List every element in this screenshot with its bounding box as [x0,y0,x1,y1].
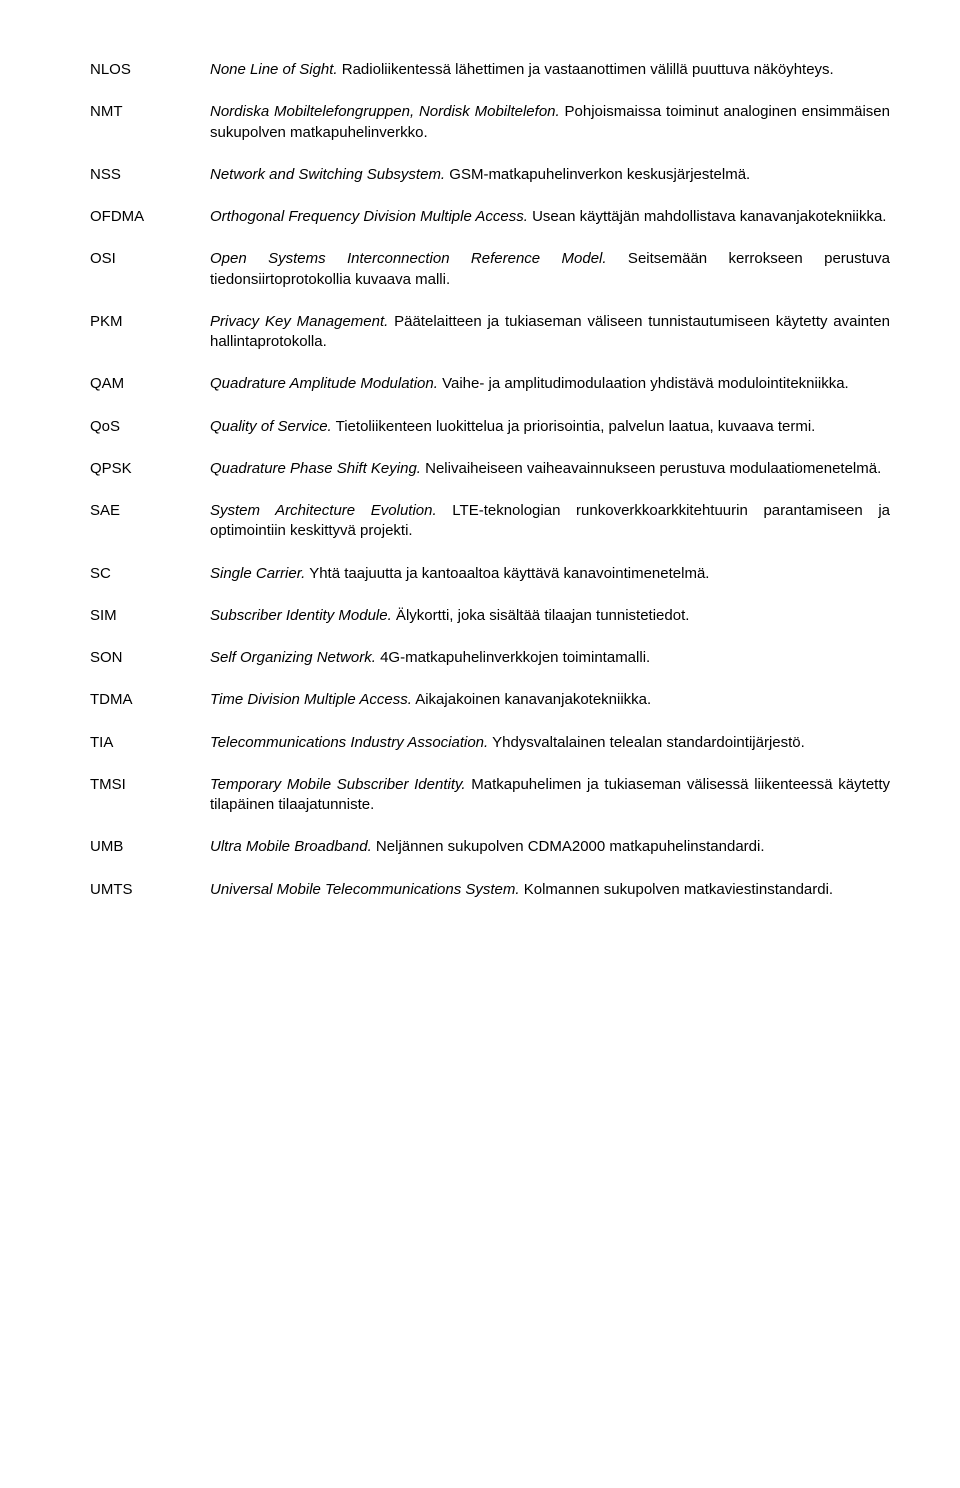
term-text: Network and Switching Subsystem. [210,166,445,183]
term-text: Privacy Key Management. [210,313,388,330]
abbr-label: SON [90,648,210,668]
glossary-row: TDMATime Division Multiple Access. Aikaj… [90,690,890,710]
definition-text: Subscriber Identity Module. Älykortti, j… [210,606,890,626]
definition-text: Privacy Key Management. Päätelaitteen ja… [210,312,890,353]
desc-text: Yhtä taajuutta ja kantoaaltoa käyttävä k… [305,565,709,582]
term-text: Universal Mobile Telecommunications Syst… [210,881,520,898]
glossary-row: NMTNordiska Mobiltelefongruppen, Nordisk… [90,102,890,143]
abbr-label: TDMA [90,690,210,710]
term-text: Telecommunications Industry Association. [210,734,488,751]
abbr-label: NMT [90,102,210,122]
definition-text: Ultra Mobile Broadband. Neljännen sukupo… [210,837,890,857]
definition-text: System Architecture Evolution. LTE-tekno… [210,501,890,542]
term-text: Single Carrier. [210,565,305,582]
glossary-row: OSIOpen Systems Interconnection Referenc… [90,249,890,290]
definition-text: Telecommunications Industry Association.… [210,733,890,753]
glossary-row: TIATelecommunications Industry Associati… [90,733,890,753]
glossary-row: UMBUltra Mobile Broadband. Neljännen suk… [90,837,890,857]
abbr-label: TMSI [90,775,210,795]
abbr-label: OFDMA [90,207,210,227]
desc-text: Radioliikentessä lähettimen ja vastaanot… [338,61,834,78]
term-text: Subscriber Identity Module. [210,607,392,624]
term-text: Orthogonal Frequency Division Multiple A… [210,208,528,225]
abbr-label: QoS [90,417,210,437]
abbr-label: NSS [90,165,210,185]
definition-text: Universal Mobile Telecommunications Syst… [210,880,890,900]
desc-text: Aikajakoinen kanavanjakotekniikka. [412,691,651,708]
glossary-row: QPSKQuadrature Phase Shift Keying. Neliv… [90,459,890,479]
term-text: Quadrature Phase Shift Keying. [210,460,421,477]
desc-text: Kolmannen sukupolven matkaviestinstandar… [520,881,834,898]
term-text: Time Division Multiple Access. [210,691,412,708]
glossary-row: NLOSNone Line of Sight. Radioliikentessä… [90,60,890,80]
definition-text: Network and Switching Subsystem. GSM-mat… [210,165,890,185]
glossary-row: QAMQuadrature Amplitude Modulation. Vaih… [90,374,890,394]
term-text: Temporary Mobile Subscriber Identity. [210,776,466,793]
abbr-label: OSI [90,249,210,269]
desc-text: Vaihe- ja amplitudimodulaation yhdistävä… [438,375,849,392]
abbr-label: SC [90,564,210,584]
definition-text: Nordiska Mobiltelefongruppen, Nordisk Mo… [210,102,890,143]
glossary-list: NLOSNone Line of Sight. Radioliikentessä… [90,60,890,900]
glossary-row: SIMSubscriber Identity Module. Älykortti… [90,606,890,626]
abbr-label: PKM [90,312,210,332]
glossary-row: QoSQuality of Service. Tietoliikenteen l… [90,417,890,437]
definition-text: Time Division Multiple Access. Aikajakoi… [210,690,890,710]
desc-text: 4G-matkapuhelinverkkojen toimintamalli. [376,649,650,666]
definition-text: None Line of Sight. Radioliikentessä läh… [210,60,890,80]
abbr-label: NLOS [90,60,210,80]
desc-text: GSM-matkapuhelinverkon keskusjärjestelmä… [445,166,750,183]
definition-text: Quadrature Amplitude Modulation. Vaihe- … [210,374,890,394]
definition-text: Temporary Mobile Subscriber Identity. Ma… [210,775,890,816]
glossary-row: PKMPrivacy Key Management. Päätelaitteen… [90,312,890,353]
abbr-label: UMB [90,837,210,857]
desc-text: Usean käyttäjän mahdollistava kanavanjak… [528,208,887,225]
definition-text: Quality of Service. Tietoliikenteen luok… [210,417,890,437]
desc-text: Tietoliikenteen luokittelua ja priorisoi… [332,418,816,435]
glossary-row: NSSNetwork and Switching Subsystem. GSM-… [90,165,890,185]
glossary-row: SAESystem Architecture Evolution. LTE-te… [90,501,890,542]
abbr-label: QPSK [90,459,210,479]
desc-text: Nelivaiheiseen vaiheavainnukseen perustu… [421,460,881,477]
abbr-label: SIM [90,606,210,626]
abbr-label: SAE [90,501,210,521]
term-text: Open Systems Interconnection Reference M… [210,250,607,267]
definition-text: Open Systems Interconnection Reference M… [210,249,890,290]
glossary-row: UMTSUniversal Mobile Telecommunications … [90,880,890,900]
term-text: Ultra Mobile Broadband. [210,838,372,855]
term-text: System Architecture Evolution. [210,502,437,519]
glossary-row: SONSelf Organizing Network. 4G-matkapuhe… [90,648,890,668]
term-text: Self Organizing Network. [210,649,376,666]
abbr-label: TIA [90,733,210,753]
abbr-label: UMTS [90,880,210,900]
desc-text: Neljännen sukupolven CDMA2000 matkapuhel… [372,838,765,855]
glossary-row: OFDMAOrthogonal Frequency Division Multi… [90,207,890,227]
glossary-row: SCSingle Carrier. Yhtä taajuutta ja kant… [90,564,890,584]
desc-text: Älykortti, joka sisältää tilaajan tunnis… [392,607,690,624]
glossary-row: TMSITemporary Mobile Subscriber Identity… [90,775,890,816]
definition-text: Single Carrier. Yhtä taajuutta ja kantoa… [210,564,890,584]
abbr-label: QAM [90,374,210,394]
term-text: Quadrature Amplitude Modulation. [210,375,438,392]
term-text: Quality of Service. [210,418,332,435]
desc-text: Yhdysvaltalainen telealan standardointij… [488,734,805,751]
definition-text: Quadrature Phase Shift Keying. Nelivaihe… [210,459,890,479]
definition-text: Self Organizing Network. 4G-matkapuhelin… [210,648,890,668]
definition-text: Orthogonal Frequency Division Multiple A… [210,207,890,227]
term-text: None Line of Sight. [210,61,338,78]
term-text: Nordiska Mobiltelefongruppen, Nordisk Mo… [210,103,560,120]
